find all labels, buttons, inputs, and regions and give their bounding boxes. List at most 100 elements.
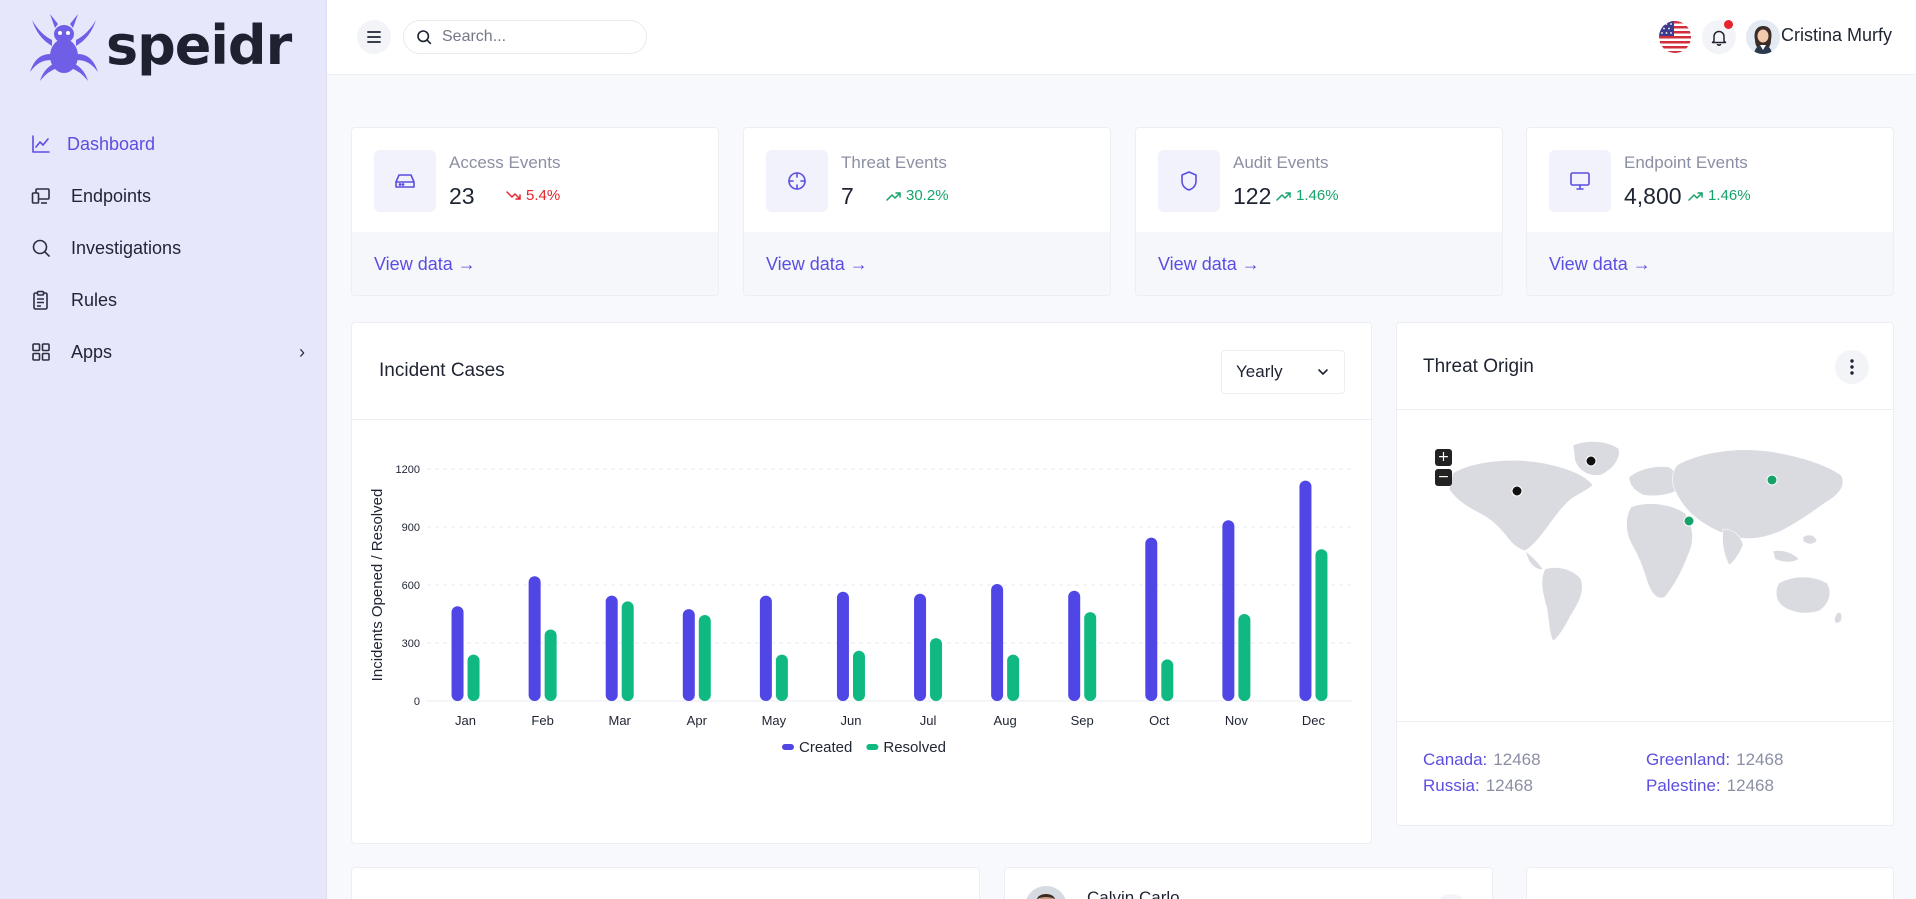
sidebar-item-label: Dashboard [67, 133, 156, 154]
sidebar-item-dashboard[interactable]: Dashboard [0, 118, 327, 170]
menu-toggle-button[interactable] [357, 20, 391, 54]
y-tick-label: 900 [402, 522, 420, 534]
x-tick-label: Jul [920, 713, 937, 728]
origin-count: 12468 [1736, 750, 1784, 769]
chevron-right-icon: › [299, 342, 305, 362]
notifications-button[interactable] [1702, 20, 1736, 54]
bar-created [836, 591, 849, 701]
sidebar-nav: Dashboard Endpoints Investigations Rules… [0, 118, 327, 378]
stat-value: 23 [449, 183, 475, 209]
sidebar-item-rules[interactable]: Rules [0, 274, 327, 326]
brand-name: speidr [106, 14, 292, 77]
sidebar-item-endpoints[interactable]: Endpoints [0, 170, 327, 222]
bar-created [1145, 537, 1158, 701]
bar-created [682, 609, 695, 701]
bar-created [528, 576, 541, 701]
contact-card: Calvin Carlo [1004, 867, 1493, 899]
bar-resolved [1007, 654, 1020, 701]
stat-value: 7 [841, 183, 854, 209]
y-tick-label: 1200 [396, 464, 420, 476]
notification-badge [1724, 20, 1733, 29]
stat-trend: 5.4% [506, 187, 560, 204]
trend-up-icon [1688, 191, 1703, 201]
bar-resolved [467, 654, 480, 701]
stat-card-audit-events: Audit Events 122 1.46% View data → [1135, 127, 1503, 296]
grid-icon [30, 341, 52, 363]
bar-created [1299, 480, 1312, 701]
bar-resolved [544, 629, 557, 701]
card-title: Incident Cases [379, 360, 505, 381]
sidebar-item-label: Apps [71, 341, 113, 362]
origin-item: Russia: 12468 [1423, 776, 1533, 796]
bell-icon [1711, 30, 1727, 46]
bar-created [605, 595, 618, 701]
bar-resolved [1161, 659, 1174, 701]
x-tick-label: Apr [687, 713, 708, 728]
origin-count: 12468 [1485, 776, 1533, 795]
topbar: Cristina Murfy [327, 0, 1916, 75]
sidebar-item-label: Rules [71, 289, 118, 310]
stat-title: Threat Events [841, 153, 947, 172]
avatar[interactable] [1025, 886, 1067, 899]
origin-item: Canada: 12468 [1423, 750, 1541, 770]
search-input[interactable] [442, 28, 622, 46]
view-data-link[interactable]: View data → [1549, 254, 1651, 274]
stat-title: Endpoint Events [1624, 153, 1748, 172]
shield-icon [1158, 150, 1220, 212]
x-tick-label: Oct [1149, 713, 1170, 728]
divider [1397, 721, 1893, 722]
brand-logo[interactable]: speidr [28, 10, 292, 82]
x-tick-label: Dec [1302, 713, 1326, 728]
kebab-icon [1850, 359, 1854, 375]
us-flag-icon[interactable] [1659, 21, 1691, 53]
stat-trend-value: 1.46% [1296, 187, 1339, 204]
bar-created [914, 593, 927, 701]
x-tick-label: Nov [1225, 713, 1249, 728]
view-data-link[interactable]: View data → [766, 254, 868, 274]
stat-trend-value: 5.4% [526, 187, 561, 204]
contact-action-button[interactable] [1434, 894, 1468, 899]
stat-title: Audit Events [1233, 153, 1329, 172]
sidebar-item-label: Endpoints [71, 185, 152, 206]
origin-count: 12468 [1493, 750, 1541, 769]
avatar[interactable] [1746, 20, 1780, 54]
origin-item: Palestine: 12468 [1646, 776, 1774, 796]
period-select[interactable]: Yearly [1221, 350, 1345, 394]
divider [1397, 409, 1893, 410]
legend-label: Created [799, 739, 852, 756]
origin-country: Canada: [1423, 750, 1488, 769]
x-tick-label: May [762, 713, 787, 728]
sidebar-item-apps[interactable]: Apps › [0, 326, 327, 378]
origin-country: Greenland: [1646, 750, 1731, 769]
zoom-in-button[interactable]: + [1435, 449, 1452, 466]
view-data-link[interactable]: View data → [374, 254, 476, 274]
threat-marker-greenland [1585, 455, 1597, 467]
bar-created [759, 595, 772, 701]
legend-label: Resolved [883, 739, 946, 756]
sidebar-item-investigations[interactable]: Investigations [0, 222, 327, 274]
origin-country: Palestine: [1646, 776, 1721, 795]
legend-swatch [866, 744, 879, 750]
threat-marker-palestine [1683, 515, 1695, 527]
more-options-button[interactable] [1835, 350, 1869, 384]
x-tick-label: Feb [531, 713, 553, 728]
view-data-link[interactable]: View data → [1158, 254, 1260, 274]
x-tick-label: Sep [1071, 713, 1094, 728]
trend-up-icon [1276, 191, 1291, 201]
stat-trend: 1.46% [1688, 187, 1751, 204]
origin-count: 12468 [1726, 776, 1774, 795]
contact-name[interactable]: Calvin Carlo [1087, 888, 1180, 899]
stat-trend-value: 30.2% [906, 187, 949, 204]
zoom-out-button[interactable]: − [1435, 469, 1452, 486]
stat-trend: 30.2% [886, 187, 949, 204]
threat-markers [1511, 455, 1778, 527]
stat-title: Access Events [449, 153, 561, 172]
bar-resolved [621, 601, 634, 701]
trend-up-icon [886, 191, 901, 201]
chevron-down-icon [1318, 369, 1328, 375]
user-name[interactable]: Cristina Murfy [1781, 25, 1893, 45]
incident-cases-card: Incident Cases Yearly 0 300 600 900 1200 Inci… [351, 322, 1372, 844]
y-tick-label: 600 [402, 580, 420, 592]
hamburger-icon [367, 31, 381, 43]
period-select-value: Yearly [1236, 362, 1283, 381]
